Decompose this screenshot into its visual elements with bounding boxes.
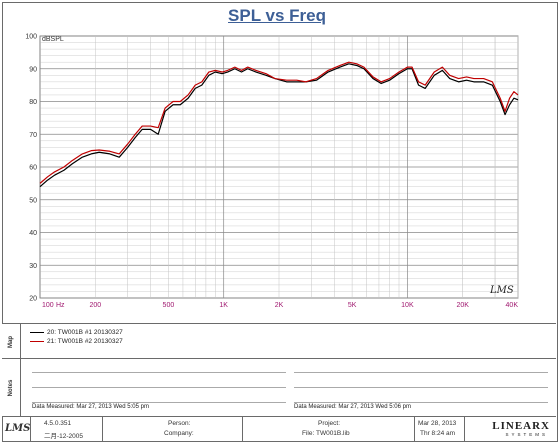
note-line: [32, 402, 286, 403]
series-line-2: [39, 61, 519, 184]
y-tick-label: 70: [29, 132, 37, 139]
note-line: [32, 387, 286, 388]
x-unit-label: Hz: [56, 302, 65, 309]
chart-title: SPL vs Freq: [228, 6, 326, 25]
legend-label-2: 21: TW001B #2 20130327: [47, 338, 123, 345]
x-tick-label: 500: [163, 302, 175, 309]
y-tick-label: 40: [29, 230, 37, 237]
chart-svg: 20 30 40 50 60 70 80 90 100 100 200 500 1K 2K 5K 10K 20K…: [25, 34, 519, 310]
company-label: Company:: [164, 430, 194, 437]
footer-bar: LMS 4.5.0.351 二月-12-2005 Person: Company…: [2, 416, 556, 441]
x-tick-label: 40K: [506, 302, 519, 309]
legend-swatch-2: [30, 341, 44, 342]
footer-logo-cell: LMS: [2, 417, 31, 441]
map-side-label: Map: [2, 324, 21, 359]
legend-panel: Map 20: TW001B #1 20130327 21: TW001B #2…: [2, 323, 556, 359]
measured-left: Data Measured: Mar 27, 2013 Wed 5:05 pm: [32, 404, 149, 410]
x-tick-label: 10K: [401, 302, 414, 309]
chart-curves: [39, 61, 519, 188]
y-tick-label: 100: [25, 34, 37, 41]
legend-swatch-1: [30, 332, 44, 333]
y-tick-label: 90: [29, 66, 37, 73]
notes-panel: Notes Data Measured: Mar 27, 2013 Wed 5:…: [2, 358, 556, 417]
footer-date-cell: Mar 28, 2013 Thr 8:24 am: [414, 417, 465, 441]
footer-person-cell: Person: Company:: [102, 417, 243, 441]
y-tick-label: 60: [29, 165, 37, 172]
y-tick-label: 80: [29, 99, 37, 106]
x-tick-label: 200: [89, 302, 101, 309]
measured-right: Data Measured: Mar 27, 2013 Wed 5:06 pm: [294, 404, 411, 410]
date-text: Mar 28, 2013: [418, 420, 457, 427]
linearx-subtitle: SYSTEMS: [505, 432, 548, 437]
note-line: [294, 372, 548, 373]
linearx-logo: LINEARX: [492, 420, 550, 432]
legend-item-1: 20: TW001B #1 20130327: [30, 329, 123, 336]
footer-project-cell: Project: File: TW001B.lib: [242, 417, 415, 441]
project-label: Project:: [318, 420, 341, 427]
y-tick-label: 20: [29, 296, 37, 303]
version-text: 4.5.0.351: [44, 420, 72, 427]
date-code-text: 二月-12-2005: [44, 433, 84, 440]
note-line: [294, 387, 548, 388]
lms-logo: LMS: [5, 423, 31, 434]
y-axis-label: dBSPL: [42, 36, 64, 43]
footer-version-cell: 4.5.0.351 二月-12-2005: [30, 417, 103, 441]
chart-grid: [39, 35, 519, 299]
legend-label-1: 20: TW001B #1 20130327: [47, 329, 123, 336]
x-tick-label: 2K: [275, 302, 284, 309]
legend-item-2: 21: TW001B #2 20130327: [30, 338, 123, 345]
notes-side-label: Notes: [2, 359, 21, 417]
x-tick-label: 1K: [219, 302, 228, 309]
note-line: [32, 372, 286, 373]
time-text: Thr 8:24 am: [420, 430, 456, 437]
x-tick-label: 100: [42, 302, 54, 309]
title-area: SPL vs Freq: [0, 6, 554, 26]
chart-labels: 20 30 40 50 60 70 80 90 100 100 200 500 1K 2K 5K 10K 20K…: [25, 34, 518, 310]
y-tick-label: 30: [29, 263, 37, 270]
y-tick-label: 50: [29, 197, 37, 204]
file-label: File: TW001B.lib: [302, 430, 350, 437]
lms-watermark: LMS: [489, 285, 514, 296]
x-tick-label: 20K: [456, 302, 469, 309]
note-line: [294, 402, 548, 403]
x-tick-label: 5K: [348, 302, 357, 309]
person-label: Person:: [168, 420, 191, 427]
